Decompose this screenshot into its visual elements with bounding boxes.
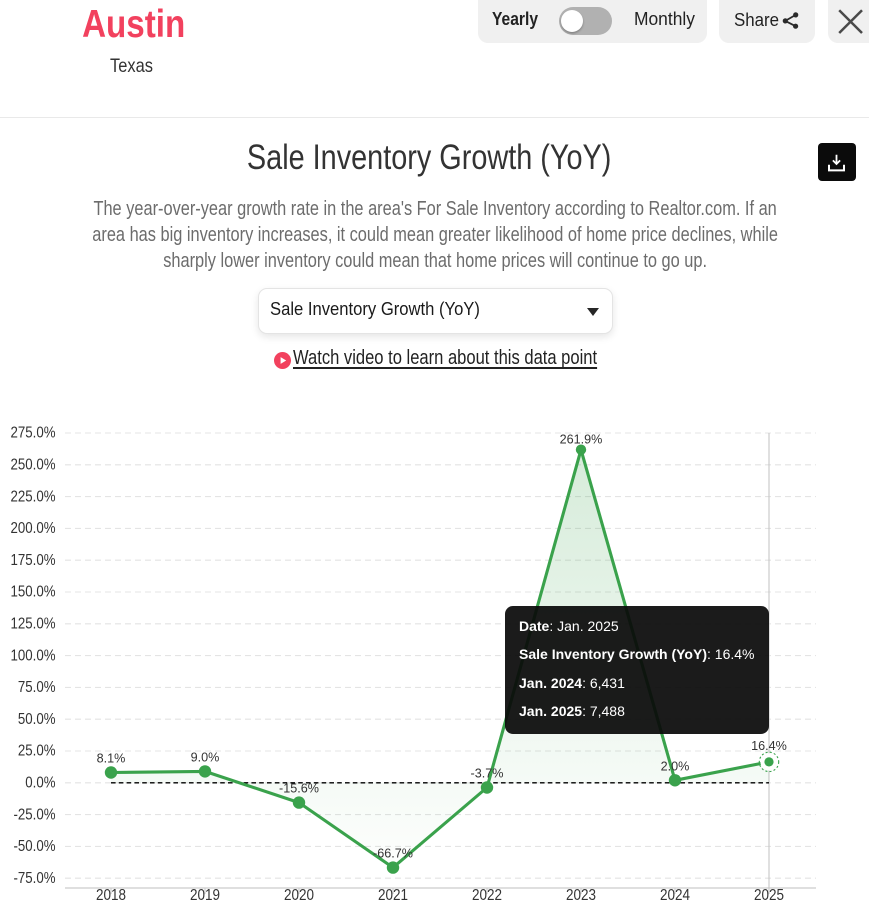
svg-text:-66.7%: -66.7% bbox=[373, 847, 413, 861]
svg-text:2025: 2025 bbox=[754, 887, 784, 904]
svg-text:50.0%: 50.0% bbox=[18, 711, 56, 728]
svg-text:0.0%: 0.0% bbox=[25, 775, 55, 792]
svg-text:125.0%: 125.0% bbox=[11, 616, 56, 633]
svg-text:2020: 2020 bbox=[284, 887, 314, 904]
svg-text:9.0%: 9.0% bbox=[191, 750, 220, 764]
svg-text:250.0%: 250.0% bbox=[11, 457, 56, 474]
svg-text:2019: 2019 bbox=[190, 887, 220, 904]
svg-text:2021: 2021 bbox=[378, 887, 408, 904]
svg-text:2023: 2023 bbox=[566, 887, 596, 904]
svg-text:-75.0%: -75.0% bbox=[14, 870, 56, 887]
svg-text:-15.6%: -15.6% bbox=[279, 782, 319, 796]
svg-text:16.4%: 16.4% bbox=[751, 739, 787, 753]
svg-text:25.0%: 25.0% bbox=[18, 743, 56, 760]
svg-text:175.0%: 175.0% bbox=[11, 552, 56, 569]
svg-text:2022: 2022 bbox=[472, 887, 502, 904]
svg-text:2.0%: 2.0% bbox=[661, 759, 690, 773]
svg-text:275.0%: 275.0% bbox=[11, 425, 56, 442]
svg-text:100.0%: 100.0% bbox=[11, 647, 56, 664]
svg-text:200.0%: 200.0% bbox=[11, 520, 56, 537]
svg-text:225.0%: 225.0% bbox=[11, 488, 56, 505]
svg-text:8.1%: 8.1% bbox=[97, 752, 126, 766]
svg-text:-25.0%: -25.0% bbox=[14, 806, 56, 823]
svg-text:2024: 2024 bbox=[660, 887, 690, 904]
svg-text:2018: 2018 bbox=[96, 887, 126, 904]
svg-text:150.0%: 150.0% bbox=[11, 584, 56, 601]
svg-text:-50.0%: -50.0% bbox=[14, 838, 56, 855]
svg-text:261.9%: 261.9% bbox=[560, 433, 603, 447]
svg-text:-3.7%: -3.7% bbox=[471, 767, 504, 781]
svg-text:75.0%: 75.0% bbox=[18, 679, 56, 696]
